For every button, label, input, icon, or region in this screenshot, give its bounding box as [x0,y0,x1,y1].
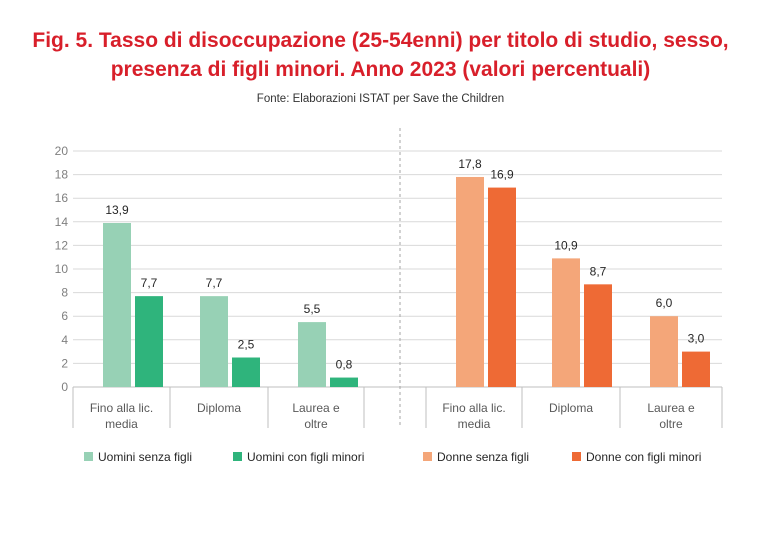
legend-label: Uomini senza figli [98,450,192,464]
bar [200,296,228,387]
bar [298,322,326,387]
y-tick-label: 12 [55,238,69,252]
bar [330,377,358,387]
x-category-label: Fino alla lic. [90,401,153,415]
bar [650,316,678,387]
x-category-label: media [105,417,138,431]
data-label: 13,9 [105,203,129,217]
legend-swatch [233,452,242,461]
data-label: 16,9 [490,168,514,182]
bar [682,351,710,387]
bar [103,222,131,387]
data-label: 3,0 [688,332,705,346]
y-tick-label: 18 [55,168,69,182]
data-label: 0,8 [336,358,353,372]
legend-swatch [423,452,432,461]
x-category-label: Diploma [197,401,241,415]
legend-label: Donne senza figli [437,450,529,464]
y-tick-label: 4 [61,333,68,347]
chart-title: Fig. 5. Tasso di disoccupazione (25-54en… [0,26,761,84]
legend-label: Uomini con figli minori [247,450,364,464]
legend-label: Donne con figli minori [586,450,701,464]
x-category-label: media [458,417,491,431]
chart-title-line-2: presenza di figli minori. Anno 2023 (val… [110,58,651,81]
y-tick-label: 0 [61,380,68,394]
x-category-label: Laurea e [292,401,340,415]
bar [456,176,484,387]
y-tick-label: 6 [61,309,68,323]
data-label: 2,5 [238,338,255,352]
data-label: 8,7 [590,264,607,278]
chart-title-line-1: Fig. 5. Tasso di disoccupazione (25-54en… [32,29,729,52]
data-label: 7,7 [141,276,158,290]
chart-source: Fonte: Elaborazioni ISTAT per Save the C… [256,93,505,105]
y-tick-label: 14 [55,215,69,229]
data-label: 7,7 [206,276,223,290]
legend-swatch [572,452,581,461]
x-category-label: oltre [659,417,683,431]
x-category-label: Diploma [549,401,593,415]
bar [552,258,580,387]
y-tick-label: 10 [55,262,69,276]
y-tick-label: 20 [55,144,69,158]
x-category-label: oltre [304,417,328,431]
data-label: 17,8 [458,157,482,171]
data-label: 5,5 [304,302,321,316]
bar [488,187,516,387]
y-tick-label: 8 [61,286,68,300]
data-label: 10,9 [554,238,578,252]
legend-swatch [84,452,93,461]
x-category-label: Fino alla lic. [442,401,505,415]
y-tick-label: 2 [61,356,68,370]
x-category-label: Laurea e [647,401,695,415]
bar [232,357,260,387]
bar [584,284,612,387]
bar [135,296,163,387]
data-label: 6,0 [656,296,673,310]
y-tick-label: 16 [55,191,69,205]
